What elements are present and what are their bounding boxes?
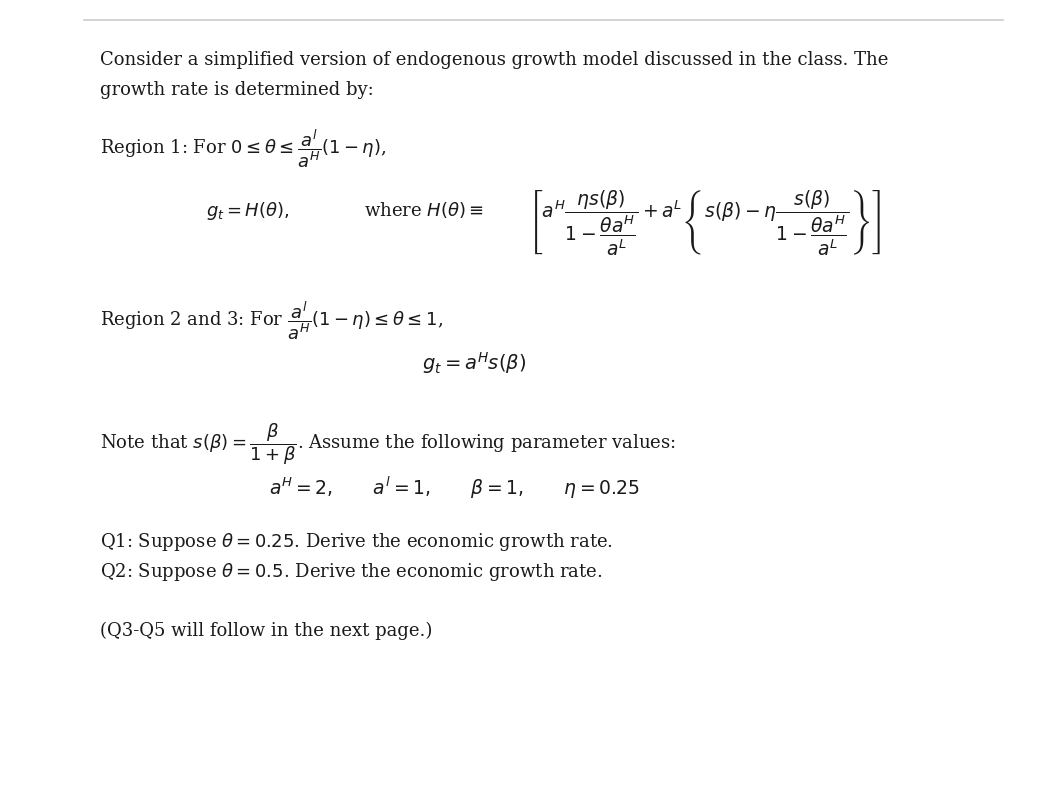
Text: where $H(\theta) \equiv$: where $H(\theta) \equiv$ — [364, 200, 485, 219]
Text: $g_t = H(\theta),$: $g_t = H(\theta),$ — [206, 200, 289, 222]
Text: $g_t = a^H s(\beta)$: $g_t = a^H s(\beta)$ — [422, 350, 527, 376]
Text: growth rate is determined by:: growth rate is determined by: — [100, 81, 374, 99]
Text: $\left[ a^H \dfrac{\eta s(\beta)}{1-\dfrac{\theta a^H}{a^L}} + a^L \left\{ s(\be: $\left[ a^H \dfrac{\eta s(\beta)}{1-\dfr… — [528, 188, 882, 258]
Text: $a^H = 2, \qquad a^l = 1, \qquad \beta = 1, \qquad \eta = 0.25$: $a^H = 2, \qquad a^l = 1, \qquad \beta =… — [269, 475, 640, 501]
Text: Consider a simplified version of endogenous growth model discussed in the class.: Consider a simplified version of endogen… — [100, 51, 889, 70]
Text: (Q3-Q5 will follow in the next page.): (Q3-Q5 will follow in the next page.) — [100, 622, 433, 640]
Text: Q2: Suppose $\theta = 0.5$. Derive the economic growth rate.: Q2: Suppose $\theta = 0.5$. Derive the e… — [100, 561, 603, 583]
Text: Region 2 and 3: For $\dfrac{a^l}{a^H}(1-\eta) \leq \theta \leq 1$,: Region 2 and 3: For $\dfrac{a^l}{a^H}(1-… — [100, 299, 444, 342]
Text: Region 1: For $0 \leq \theta \leq \dfrac{a^l}{a^H}(1-\eta)$,: Region 1: For $0 \leq \theta \leq \dfrac… — [100, 127, 386, 169]
Text: Note that $s(\beta) = \dfrac{\beta}{1+\beta}$. Assume the following parameter va: Note that $s(\beta) = \dfrac{\beta}{1+\b… — [100, 421, 676, 467]
Text: Q1: Suppose $\theta = 0.25$. Derive the economic growth rate.: Q1: Suppose $\theta = 0.25$. Derive the … — [100, 531, 614, 553]
